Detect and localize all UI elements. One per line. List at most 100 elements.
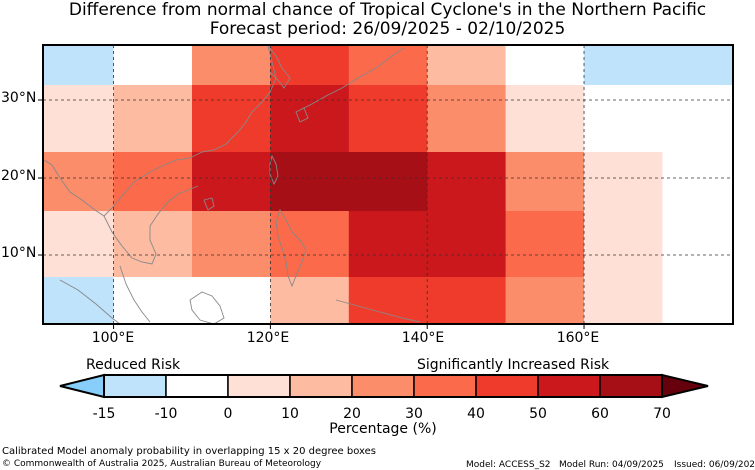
map-frame <box>42 44 734 325</box>
risk-cell-row-12N-91e <box>43 211 115 278</box>
colorbar-axis-label: Percentage (%) <box>329 421 437 437</box>
coastline-taiwan <box>269 154 279 186</box>
coastline-newguinea <box>335 299 421 323</box>
risk-cell-row-12N-130e <box>348 211 428 278</box>
risk-cell-row-30N-110e <box>192 85 271 153</box>
colorbar-tick-9: 70 <box>653 406 671 422</box>
risk-cell-row-35N-140e <box>427 45 507 86</box>
lon-label-100e: 100°E <box>91 330 135 346</box>
risk-cell-row-20N-170e <box>662 152 734 212</box>
lat-label-20n: 20°N <box>1 168 37 184</box>
risk-cell-row-5N-91e <box>43 277 115 325</box>
map-title: Difference from normal chance of Tropica… <box>68 0 707 20</box>
risk-cell-row-5N-160e <box>584 277 663 325</box>
risk-cell-row-5N-120e <box>270 277 350 325</box>
footer-copyright: © Commonwealth of Australia 2025, Austra… <box>2 459 322 469</box>
footer-issued: Issued: 06/09/2025 <box>674 460 755 470</box>
risk-cell-row-20N-100e <box>113 152 193 212</box>
colorbar-bin-0 <box>103 374 167 398</box>
risk-cell-row-12N-150e <box>505 211 585 278</box>
graticule <box>43 45 733 324</box>
risk-cell-row-35N-110e <box>192 45 271 86</box>
risk-cell-row-20N-160e <box>584 152 663 212</box>
risk-cell-row-20N-130e <box>348 152 428 212</box>
risk-cell-row-5N-170e <box>662 277 734 325</box>
risk-cell-row-30N-100e <box>113 85 193 153</box>
risk-cell-row-35N-130e <box>348 45 428 86</box>
risk-cell-row-35N-150e <box>505 45 585 86</box>
coastlines <box>43 45 421 325</box>
lon-label-160e: 160°E <box>556 330 600 346</box>
risk-grid-cells <box>43 45 734 325</box>
colorbar-frame <box>103 374 663 398</box>
risk-cell-row-20N-150e <box>505 152 585 212</box>
footer-model: Model: ACCESS_S2 <box>466 460 551 470</box>
colorbar-bin-8 <box>599 374 663 398</box>
colorbar-over-arrow <box>661 373 709 399</box>
colorbar-tick-5: 30 <box>405 406 423 422</box>
coastline-borneo <box>189 291 225 325</box>
risk-cell-row-20N-120e <box>270 152 350 212</box>
risk-cell-row-35N-91e <box>43 45 115 86</box>
coastline-sumatra <box>59 279 121 325</box>
colorbar-tick-6: 40 <box>467 406 485 422</box>
footer-note: Calibrated Model anomaly probability in … <box>2 446 377 457</box>
coastline-malay <box>119 265 151 323</box>
risk-cell-row-30N-140e <box>427 85 507 153</box>
risk-cell-row-30N-91e <box>43 85 115 153</box>
colorbar-tick-0: -15 <box>92 406 116 422</box>
colorbar-bin-7 <box>537 374 601 398</box>
colorbar-bins <box>103 374 663 398</box>
coastline-korea <box>267 45 291 89</box>
risk-cell-row-30N-170e <box>662 85 734 153</box>
colorbar-tick-3: 10 <box>281 406 299 422</box>
coastline-china <box>43 45 277 217</box>
risk-cell-row-35N-170e <box>662 45 734 86</box>
risk-cell-row-30N-150e <box>505 85 585 153</box>
colorbar-bin-3 <box>289 374 353 398</box>
colorbar-bin-1 <box>165 374 229 398</box>
increased-risk-label: Significantly Increased Risk <box>417 357 610 373</box>
reduced-risk-label: Reduced Risk <box>86 357 181 373</box>
lat-label-10n: 10°N <box>1 245 37 261</box>
risk-cell-row-30N-130e <box>348 85 428 153</box>
risk-cell-row-5N-140e <box>427 277 507 325</box>
risk-cell-row-35N-160e <box>584 45 663 86</box>
risk-cell-row-30N-120e <box>270 85 350 153</box>
colorbar-tick-8: 60 <box>591 406 609 422</box>
risk-cell-row-12N-160e <box>584 211 663 278</box>
colorbar-bin-6 <box>475 374 539 398</box>
risk-cell-row-5N-130e <box>348 277 428 325</box>
risk-cell-row-30N-160e <box>584 85 663 153</box>
risk-cell-row-20N-140e <box>427 152 507 212</box>
coastline-japan <box>299 47 405 111</box>
footer-model-run: Model Run: 04/09/2025 <box>559 460 664 470</box>
colorbar-tick-1: -10 <box>154 406 178 422</box>
risk-cell-row-5N-150e <box>505 277 585 325</box>
risk-cell-row-12N-140e <box>427 211 507 278</box>
lat-label-30n: 30°N <box>1 90 37 106</box>
risk-cell-row-20N-91e <box>43 152 115 212</box>
coastline-indochina <box>103 185 199 265</box>
colorbar-tick-7: 50 <box>529 406 547 422</box>
colorbar-tick-2: 0 <box>223 406 233 422</box>
axis-ticks <box>38 99 585 329</box>
colorbar-bin-2 <box>227 374 291 398</box>
risk-cell-row-35N-120e <box>270 45 350 86</box>
risk-cell-row-35N-100e <box>113 45 193 86</box>
lon-label-140e: 140°E <box>401 330 445 346</box>
risk-cell-row-12N-120e <box>270 211 350 278</box>
colorbar-under-arrow <box>59 373 105 399</box>
colorbar-bin-4 <box>351 374 415 398</box>
coastline-hainan <box>203 197 215 211</box>
risk-cell-row-12N-170e <box>662 211 734 278</box>
forecast-period: Forecast period: 26/09/2025 - 02/10/2025 <box>209 19 566 39</box>
coastline-philippines <box>275 208 307 288</box>
risk-cell-row-5N-110e <box>192 277 271 325</box>
coastline-kyushu <box>295 107 309 123</box>
colorbar-bin-5 <box>413 374 477 398</box>
lon-label-120e: 120°E <box>246 330 290 346</box>
risk-cell-row-12N-110e <box>192 211 271 278</box>
risk-cell-row-20N-110e <box>192 152 271 212</box>
